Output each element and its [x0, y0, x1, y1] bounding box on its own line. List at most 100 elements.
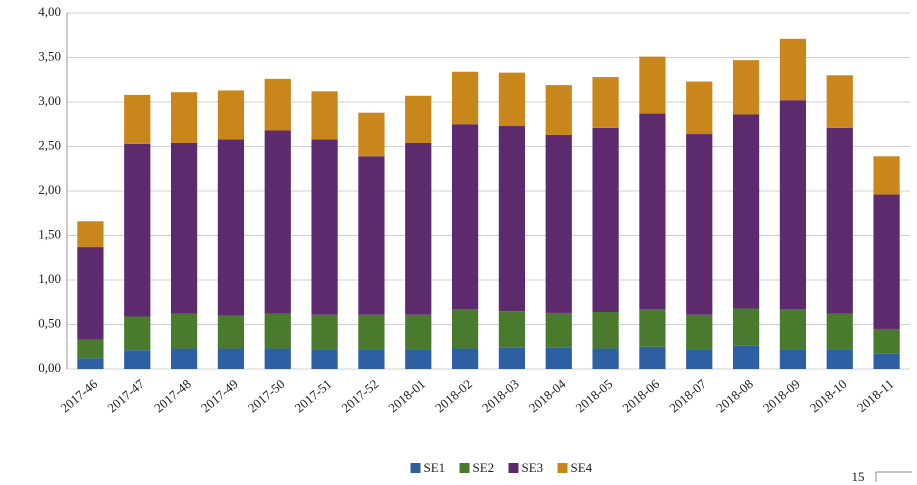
- bar-segment: [639, 346, 666, 369]
- bar-segment: [170, 92, 198, 143]
- bar-segment: [124, 94, 151, 144]
- y-tick-label: 1,00: [38, 271, 61, 286]
- bar-segment: [170, 348, 198, 369]
- bar-segment: [826, 127, 853, 314]
- legend-label: SE3: [522, 460, 544, 475]
- bar-segment: [264, 313, 291, 349]
- legend-swatch: [459, 463, 470, 473]
- bar-segment: [545, 85, 572, 135]
- y-tick-label: 4,00: [38, 4, 61, 19]
- x-tick-label: 2017-49: [198, 376, 241, 415]
- x-tick-label: 2018-05: [573, 376, 616, 415]
- x-tick-label: 2018-06: [619, 376, 662, 416]
- bar-segment: [592, 348, 619, 369]
- bar-segment: [405, 349, 432, 369]
- bar-segment: [686, 314, 713, 350]
- bar-segment: [779, 309, 807, 350]
- bar-segment: [873, 194, 900, 329]
- x-tick-label: 2017-46: [57, 376, 100, 416]
- bar-segment: [639, 56, 666, 114]
- bar-segment: [498, 311, 526, 348]
- legend-label: SE2: [473, 460, 495, 475]
- bar-segment: [732, 60, 760, 115]
- y-tick-label: 0,50: [38, 315, 61, 330]
- bar-segment: [498, 347, 526, 369]
- bar-segment: [779, 349, 807, 369]
- bar-segment: [264, 130, 291, 314]
- bar-segment: [779, 100, 807, 310]
- y-tick-label: 2,00: [38, 182, 61, 197]
- bar-segment: [545, 312, 572, 348]
- x-tick-label: 2018-10: [807, 376, 850, 415]
- x-tick-label: 2017-47: [104, 376, 147, 416]
- bar-segment: [732, 308, 760, 346]
- bar-segment: [358, 112, 385, 157]
- x-tick-label: 2017-52: [338, 376, 381, 415]
- bar-segment: [873, 156, 900, 195]
- bar-segment: [545, 347, 572, 369]
- bar-segment: [217, 315, 245, 349]
- bar-segment: [498, 72, 526, 127]
- bar-segment: [311, 139, 338, 315]
- y-tick-label: 3,50: [38, 48, 61, 63]
- bar-segment: [264, 78, 291, 131]
- bar-segment: [686, 349, 713, 369]
- legend-swatch: [557, 463, 568, 473]
- x-tick-label: 2018-09: [760, 376, 803, 415]
- bar-segment: [451, 309, 479, 349]
- bar-segment: [124, 143, 151, 317]
- bar-segment: [451, 348, 479, 369]
- x-tick-label: 2018-03: [479, 376, 522, 415]
- x-tick-label: 2018-02: [432, 376, 475, 415]
- y-tick-label: 1,50: [38, 226, 61, 241]
- x-tick-label: 2017-51: [292, 376, 335, 415]
- bar-segment: [826, 75, 853, 128]
- y-tick-label: 3,00: [38, 93, 61, 108]
- x-tick-label: 2018-04: [526, 376, 569, 416]
- legend-label: SE4: [571, 460, 593, 475]
- bar-segment: [686, 134, 713, 315]
- bar-segment: [124, 316, 151, 351]
- bar-segment: [358, 349, 385, 369]
- bar-segment: [217, 348, 245, 369]
- bar-segment: [77, 221, 104, 248]
- x-tick-label: 2018-11: [854, 376, 896, 415]
- bar-segment: [77, 247, 104, 340]
- legend-label: SE1: [424, 460, 446, 475]
- bar-segment: [124, 350, 151, 369]
- bar-segment: [639, 309, 666, 347]
- page-number: 15: [852, 469, 865, 484]
- y-tick-label: 0,00: [38, 360, 61, 375]
- bar-segment: [826, 313, 853, 350]
- bar-segment: [779, 38, 807, 101]
- bar-segment: [639, 113, 666, 310]
- bar-segment: [358, 156, 385, 315]
- bar-segment: [311, 314, 338, 350]
- x-tick-label: 2018-07: [666, 376, 709, 416]
- bar-segment: [405, 314, 432, 350]
- bar-segment: [732, 345, 760, 369]
- bar-segment: [451, 71, 479, 125]
- y-tick-label: 2,50: [38, 137, 61, 152]
- x-tick-label: 2017-50: [245, 376, 288, 415]
- bar-segment: [826, 349, 853, 369]
- bar-segment: [732, 114, 760, 309]
- bar-segment: [592, 77, 619, 128]
- bar-segment: [405, 142, 432, 315]
- bar-segment: [170, 142, 198, 314]
- bar-segment: [592, 312, 619, 349]
- legend-swatch: [410, 463, 421, 473]
- bar-segment: [77, 339, 104, 359]
- bar-segment: [873, 328, 900, 354]
- x-tick-label: 2018-08: [713, 376, 756, 415]
- bar-segment: [311, 349, 338, 369]
- legend-swatch: [508, 463, 519, 473]
- bar-segment: [451, 124, 479, 310]
- bar-segment: [545, 134, 572, 313]
- bar-segment: [686, 81, 713, 135]
- bar-segment: [77, 358, 104, 369]
- bar-segment: [170, 313, 198, 349]
- bar-segment: [873, 353, 900, 369]
- bar-segment: [358, 314, 385, 350]
